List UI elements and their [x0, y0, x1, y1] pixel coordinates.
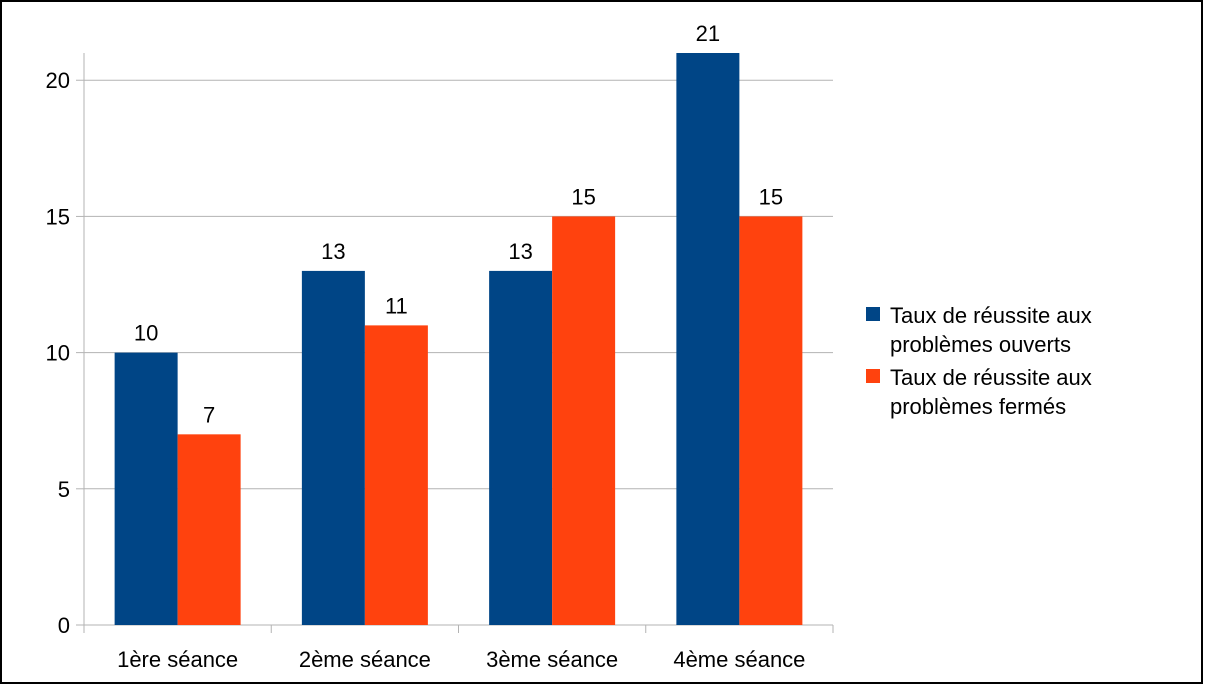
bar [676, 53, 740, 625]
bar [114, 352, 178, 625]
data-label: 7 [203, 402, 215, 427]
y-tick-label: 5 [58, 477, 70, 502]
data-label: 11 [385, 293, 408, 318]
y-tick-label: 20 [46, 68, 70, 93]
bar [364, 325, 428, 625]
x-tick-label: 4ème séance [673, 647, 805, 672]
data-label: 13 [508, 239, 532, 264]
y-tick-label: 15 [46, 204, 70, 229]
legend-swatch [866, 307, 880, 321]
data-label: 21 [696, 21, 720, 46]
legend-label: problèmes ouverts [890, 332, 1071, 357]
legend-swatch [866, 369, 880, 383]
y-tick-label: 0 [58, 613, 70, 638]
bar [552, 216, 616, 625]
legend-label: Taux de réussite aux [890, 303, 1092, 328]
data-label: 10 [134, 321, 158, 346]
legend-label: problèmes fermés [890, 394, 1066, 419]
data-label: 15 [571, 184, 595, 209]
data-label: 13 [321, 239, 345, 264]
bar [177, 434, 241, 625]
bar [739, 216, 803, 625]
legend-label: Taux de réussite aux [890, 365, 1092, 390]
bar [301, 270, 365, 625]
x-tick-label: 1ère séance [117, 647, 238, 672]
data-label: 15 [759, 184, 783, 209]
x-tick-label: 3ème séance [486, 647, 618, 672]
x-tick-label: 2ème séance [299, 647, 431, 672]
bar [489, 270, 553, 625]
y-tick-label: 10 [46, 341, 70, 366]
